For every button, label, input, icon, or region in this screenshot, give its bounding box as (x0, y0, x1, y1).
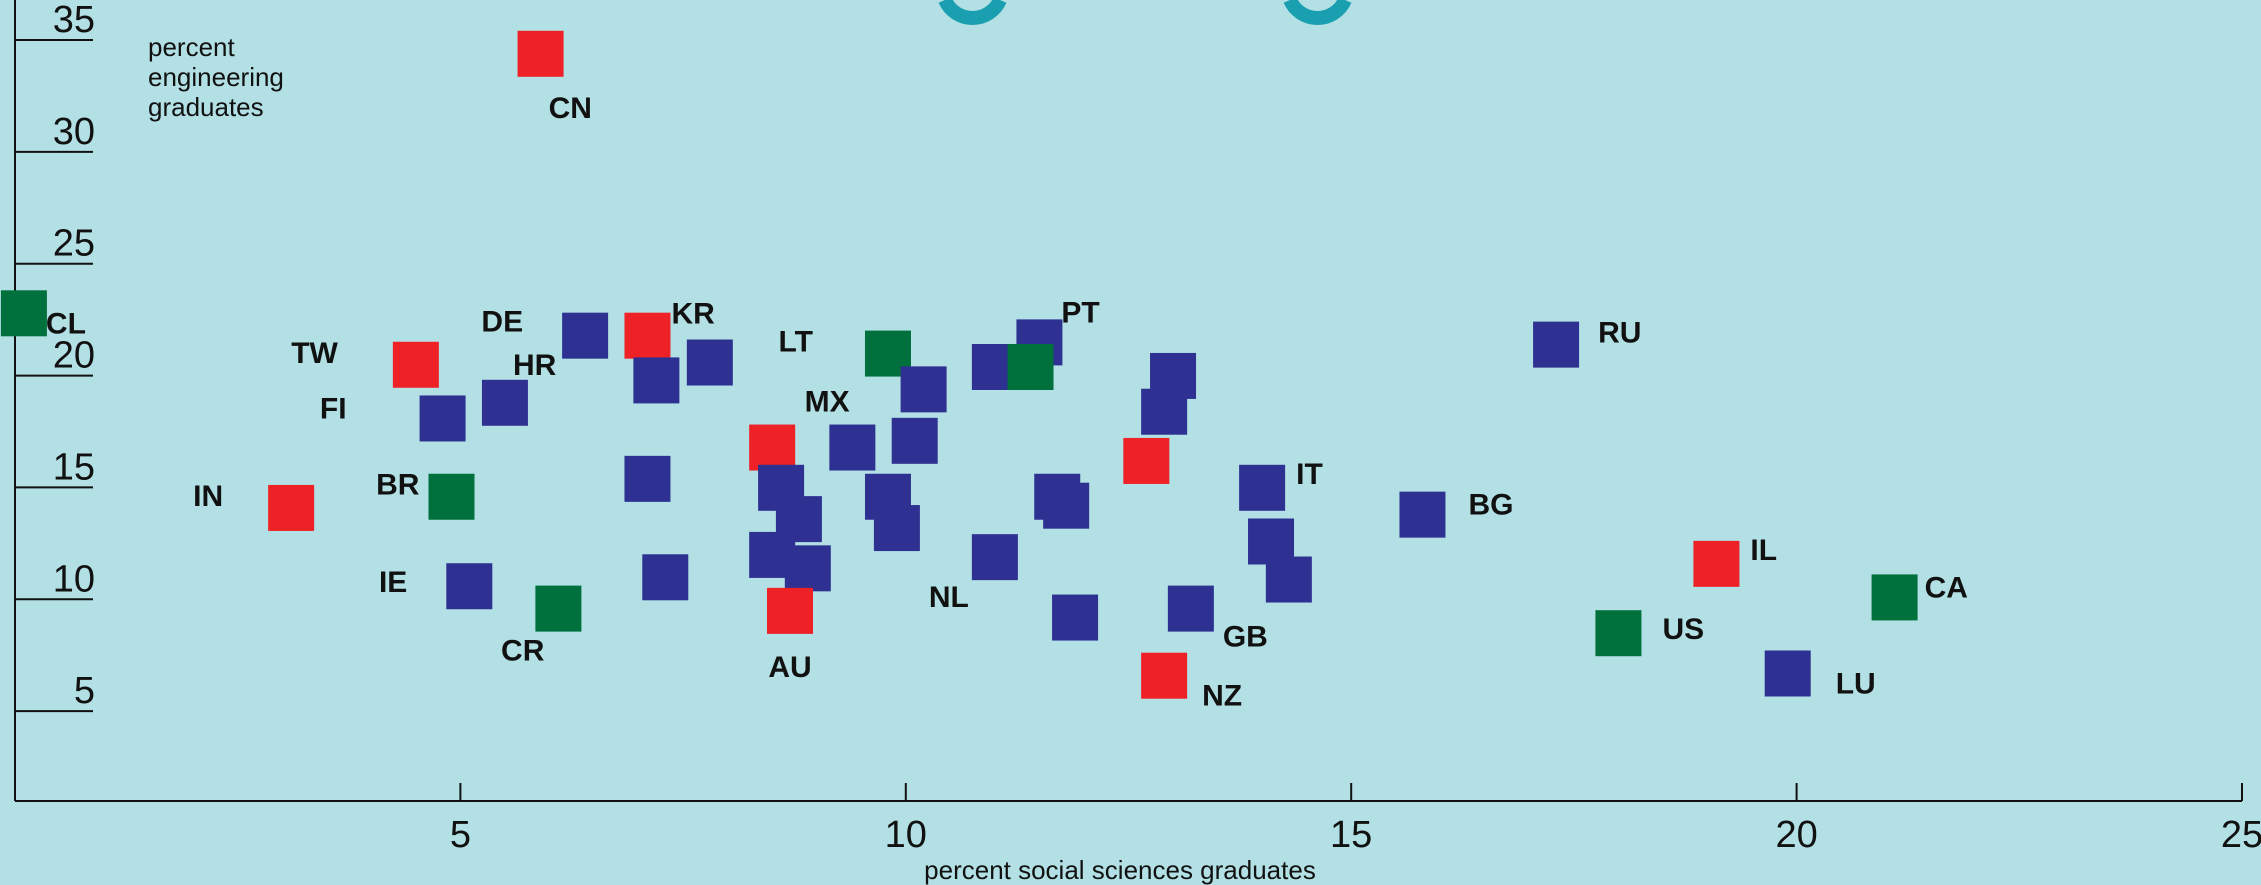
point-cr (535, 585, 582, 632)
point-label-au: AU (768, 651, 811, 684)
point-kr (624, 312, 671, 359)
point-label-il: IL (1750, 534, 1777, 567)
point-label-de: DE (481, 306, 523, 339)
point-au (766, 587, 813, 634)
point-label-it: IT (1296, 458, 1323, 491)
y-tick-label: 35 (53, 0, 95, 41)
point-lu (1764, 650, 1811, 697)
point-label-in: IN (193, 480, 223, 513)
point (1123, 437, 1170, 484)
point-label-nl: NL (929, 581, 969, 614)
x-axis-title: percent social sciences graduates (924, 855, 1316, 885)
point-label-mx: MX (805, 385, 850, 418)
point-ca (1871, 574, 1918, 621)
point (1007, 343, 1054, 390)
point-label-tw: TW (291, 337, 338, 370)
point (1265, 556, 1312, 603)
title-fragment (938, 0, 1352, 25)
y-tick-label: 15 (53, 446, 95, 488)
point-label-ie: IE (379, 566, 407, 599)
point-hr (481, 379, 528, 426)
x-tick-label: 10 (885, 814, 927, 856)
point-ru (1533, 321, 1580, 368)
y-tick-label: 30 (53, 111, 95, 153)
point-fi (419, 395, 466, 442)
point-nl (971, 534, 1018, 581)
point (1043, 482, 1090, 529)
x-tick-label: 15 (1330, 814, 1372, 856)
point-in (268, 484, 315, 531)
point-label-hr: HR (513, 349, 557, 382)
x-tick-label: 25 (2221, 814, 2261, 856)
y-axis-title-line-3: graduates (148, 92, 264, 122)
axes: 5 10 15 20 25 30 35 5 10 15 20 25 (14, 0, 2261, 856)
point-cl (0, 290, 47, 337)
point-label-ru: RU (1598, 317, 1641, 350)
y-axis-title-line-2: engineering (148, 62, 284, 92)
data-points (0, 30, 1918, 699)
point (873, 505, 920, 552)
y-tick-label: 25 (53, 223, 95, 265)
point-label-cn: CN (549, 92, 592, 125)
point-label-gb: GB (1223, 621, 1268, 654)
point-us (1595, 610, 1642, 657)
y-axis-title-line-1: percent (148, 32, 235, 62)
point (642, 554, 689, 601)
x-tick-label: 20 (1775, 814, 1817, 856)
point-bg (1399, 491, 1446, 538)
y-tick-label: 10 (53, 558, 95, 600)
point-label-cr: CR (501, 635, 545, 668)
y-tick-label: 5 (74, 670, 95, 712)
point-label-cl: CL (46, 307, 86, 340)
point-il (1693, 540, 1740, 587)
point (624, 455, 671, 502)
point-it (1239, 464, 1286, 511)
point-de (562, 312, 609, 359)
point-mx (900, 366, 947, 413)
point-label-br: BR (376, 469, 420, 502)
x-tick-label: 5 (450, 814, 471, 856)
point (749, 424, 796, 471)
point-label-pt: PT (1061, 296, 1099, 329)
point (891, 417, 938, 464)
point-label-lt: LT (779, 326, 813, 359)
point (784, 545, 831, 592)
point-nz (1141, 652, 1188, 699)
point-label-us: US (1662, 613, 1704, 646)
point (829, 424, 876, 471)
point-label-kr: KR (671, 298, 715, 331)
point (633, 357, 680, 404)
point (686, 339, 733, 386)
point-labels: CN CL TW KR DE HR FI IN BR IE CR AU LT MX PT NL GB NZ IT BG… (46, 92, 1968, 713)
point-label-ca: CA (1925, 571, 1968, 604)
point (1141, 388, 1188, 435)
point-cn (517, 30, 564, 77)
point-gb (1167, 585, 1214, 632)
point-label-fi: FI (320, 392, 347, 425)
point (1052, 594, 1099, 641)
y-tick-label: 20 (53, 335, 95, 377)
point-label-bg: BG (1468, 489, 1513, 522)
point-br (428, 473, 475, 520)
point-tw (392, 341, 439, 388)
point-label-lu: LU (1836, 667, 1876, 700)
point-label-nz: NZ (1202, 680, 1242, 713)
point-ie (446, 563, 493, 610)
